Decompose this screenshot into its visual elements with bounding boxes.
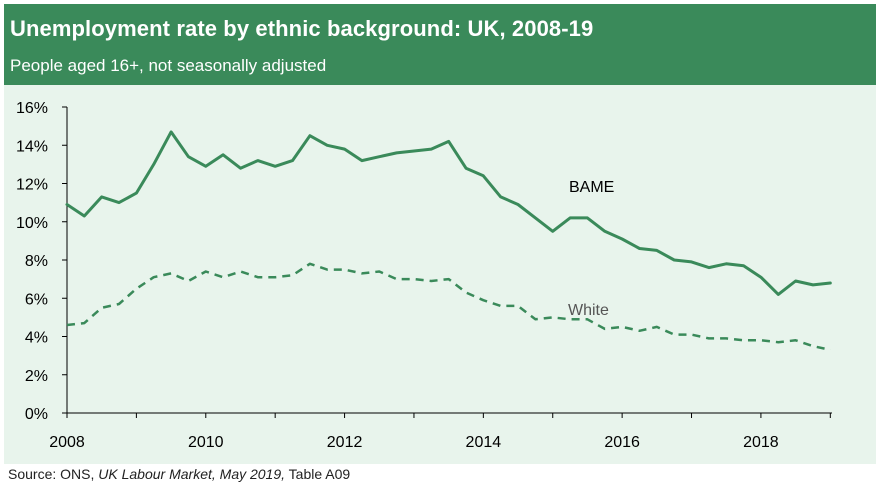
x-tick-label: 2014 [466, 434, 502, 451]
y-tick-label: 0% [25, 406, 48, 423]
y-tick-label: 12% [16, 177, 48, 194]
y-tick-label: 10% [16, 215, 48, 232]
x-tick-label: 2008 [49, 434, 85, 451]
source-table: Table A09 [288, 466, 351, 482]
series-label-white: White [568, 302, 609, 319]
y-tick-label: 8% [25, 253, 48, 270]
source-prefix: Source: ONS, [8, 466, 99, 482]
series-line-bame [65, 130, 832, 296]
series-line-white [66, 262, 831, 352]
y-tick-label: 2% [25, 368, 48, 385]
y-tick-label: 16% [16, 100, 48, 117]
chart-panel: Unemployment rate by ethnic background: … [4, 4, 876, 464]
chart-header: Unemployment rate by ethnic background: … [4, 4, 876, 85]
chart-title: Unemployment rate by ethnic background: … [10, 16, 594, 41]
x-tick-label: 2018 [743, 434, 779, 451]
y-tick-label: 4% [25, 330, 48, 347]
y-tick-label: 6% [25, 291, 48, 308]
source-publication: UK Labour Market, May 2019, [98, 466, 286, 482]
series-label-bame: BAME [569, 179, 614, 196]
x-tick-label: 2016 [604, 434, 640, 451]
y-tick-label: 14% [16, 138, 48, 155]
chart-subtitle: People aged 16+, not seasonally adjusted [10, 56, 327, 75]
x-tick-label: 2012 [327, 434, 363, 451]
source-note: Source: ONS, UK Labour Market, May 2019,… [8, 466, 350, 482]
x-tick-label: 2010 [188, 434, 224, 451]
